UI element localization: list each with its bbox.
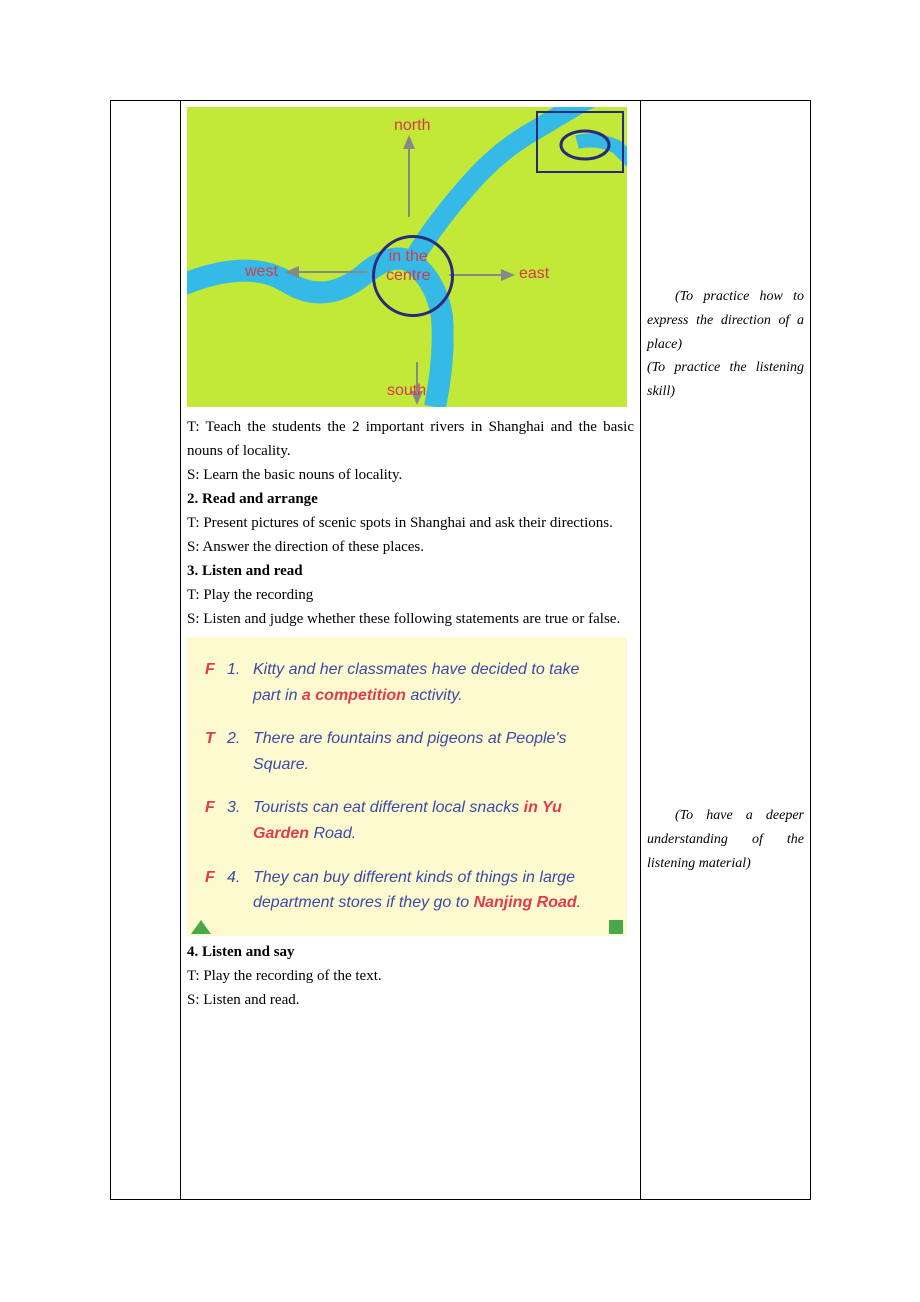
tf-item: F 3. Tourists can eat different local sn… <box>205 795 609 846</box>
label-south: south <box>387 382 426 400</box>
paragraph: T: Play the recording of the text. <box>187 964 634 988</box>
note-text: (To have a deeper understanding of the l… <box>647 804 804 875</box>
corner-triangle-icon <box>191 920 211 934</box>
paragraph: S: Listen and read. <box>187 988 634 1012</box>
paragraph: T: Play the recording <box>187 583 634 607</box>
note-block: (To have a deeper understanding of the l… <box>647 804 804 875</box>
note-block: (To practice how to express the directio… <box>647 285 804 404</box>
tf-num: 4. <box>227 865 253 916</box>
note-text: (To practice how to express the directio… <box>647 285 804 356</box>
tf-text: They can buy different kinds of things i… <box>253 865 609 916</box>
paragraph: S: Answer the direction of these places. <box>187 535 634 559</box>
left-column <box>111 101 181 1200</box>
paragraph: S: Listen and judge whether these follow… <box>187 607 634 631</box>
layout-table: north south west east in the centre T: T… <box>110 100 811 1200</box>
tf-num: 1. <box>227 657 253 708</box>
tf-text: There are fountains and pigeons at Peopl… <box>253 726 609 777</box>
tf-item: F 1. Kitty and her classmates have decid… <box>205 657 609 708</box>
paragraph: T: Teach the students the 2 important ri… <box>187 415 634 463</box>
tf-item: T 2. There are fountains and pigeons at … <box>205 726 609 777</box>
page: north south west east in the centre T: T… <box>0 0 920 1302</box>
tf-mark: F <box>205 657 227 708</box>
notes-column: (To practice how to express the directio… <box>641 101 811 1200</box>
main-column: north south west east in the centre T: T… <box>181 101 641 1200</box>
label-east: east <box>519 265 549 283</box>
tf-text: Tourists can eat different local snacks … <box>253 795 609 846</box>
paragraph: S: Learn the basic nouns of locality. <box>187 463 634 487</box>
tf-item: F 4. They can buy different kinds of thi… <box>205 865 609 916</box>
tf-num: 2. <box>227 726 253 777</box>
label-center: in the centre <box>386 247 430 285</box>
paragraph: T: Present pictures of scenic spots in S… <box>187 511 634 535</box>
label-north: north <box>394 117 430 135</box>
heading-3: 3. Listen and read <box>187 559 634 583</box>
heading-4: 4. Listen and say <box>187 940 634 964</box>
map-wrap: north south west east in the centre <box>187 105 634 415</box>
tf-num: 3. <box>227 795 253 846</box>
tf-text: Kitty and her classmates have decided to… <box>253 657 609 708</box>
note-text: (To practice the listening skill) <box>647 356 804 404</box>
label-west: west <box>245 263 278 281</box>
compass-map: north south west east in the centre <box>187 107 627 407</box>
heading-2: 2. Read and arrange <box>187 487 634 511</box>
tf-mark: F <box>205 865 227 916</box>
tf-mark: T <box>205 726 227 777</box>
corner-square-icon <box>609 920 623 934</box>
true-false-panel: F 1. Kitty and her classmates have decid… <box>187 637 627 936</box>
tf-mark: F <box>205 795 227 846</box>
